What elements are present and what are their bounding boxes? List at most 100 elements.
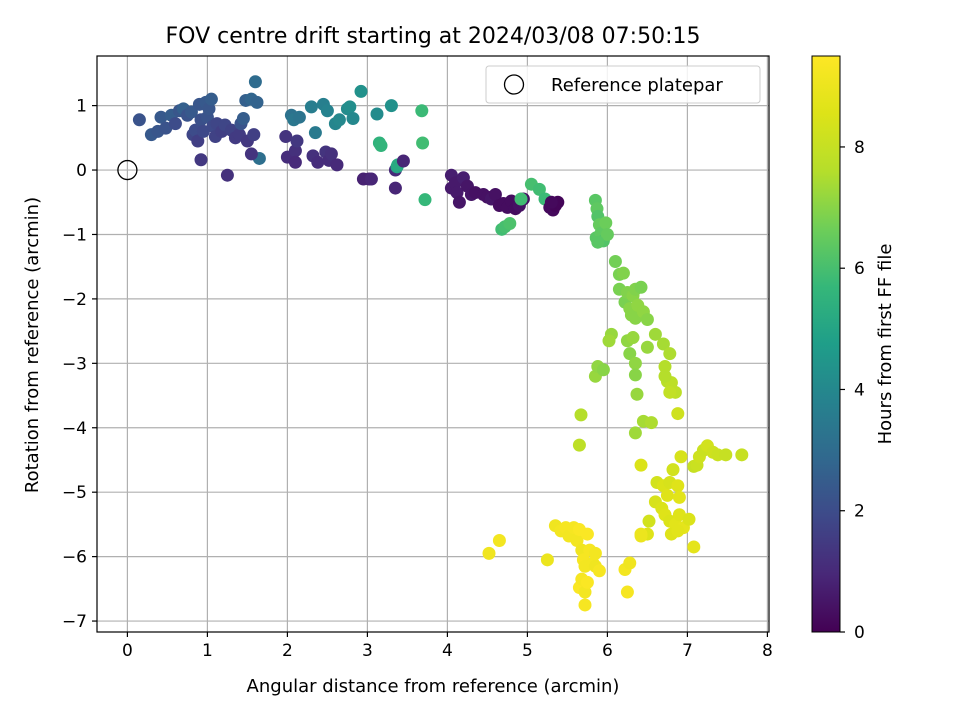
data-point bbox=[634, 529, 648, 543]
colorbar-tick-label: 0 bbox=[854, 623, 865, 643]
data-point bbox=[628, 356, 642, 370]
data-point bbox=[682, 512, 696, 526]
data-point bbox=[194, 153, 208, 167]
chart-title: FOV centre drift starting at 2024/03/08 … bbox=[166, 24, 701, 49]
x-axis-label: Angular distance from reference (arcmin) bbox=[247, 676, 620, 697]
x-tick-label: 4 bbox=[442, 641, 453, 661]
reference-platepar-marker bbox=[117, 159, 138, 181]
data-point bbox=[290, 134, 304, 148]
data-point bbox=[288, 155, 302, 169]
data-point bbox=[648, 327, 662, 341]
x-tick-label: 8 bbox=[762, 641, 773, 661]
x-tick-label: 1 bbox=[202, 641, 213, 661]
data-point bbox=[640, 340, 654, 354]
data-point bbox=[663, 385, 677, 399]
data-point bbox=[482, 546, 496, 560]
plot-frame bbox=[96, 55, 770, 633]
data-point bbox=[666, 463, 680, 477]
data-point bbox=[600, 227, 614, 241]
data-point bbox=[220, 168, 234, 182]
data-point bbox=[332, 113, 346, 127]
legend: Reference platepar bbox=[485, 65, 761, 104]
data-point bbox=[671, 479, 685, 493]
data-point bbox=[719, 448, 733, 462]
data-point bbox=[416, 136, 430, 150]
data-point bbox=[154, 110, 168, 124]
data-point bbox=[540, 553, 554, 567]
data-point bbox=[660, 488, 674, 502]
data-point bbox=[578, 598, 592, 612]
data-point bbox=[184, 105, 198, 119]
data-point bbox=[580, 527, 594, 541]
data-point bbox=[452, 195, 466, 209]
y-tick-label: −3 bbox=[62, 354, 87, 374]
data-point bbox=[308, 126, 322, 140]
colorbar-label: Hours from first FF file bbox=[875, 244, 896, 445]
data-point bbox=[630, 387, 644, 401]
data-point bbox=[580, 575, 594, 589]
data-points bbox=[117, 75, 749, 612]
data-point bbox=[320, 104, 334, 118]
data-point bbox=[354, 84, 368, 98]
data-point bbox=[616, 266, 630, 280]
data-point bbox=[574, 408, 588, 422]
data-point bbox=[642, 514, 656, 528]
data-point bbox=[204, 92, 218, 106]
data-point bbox=[620, 585, 634, 599]
data-point bbox=[640, 313, 654, 327]
x-ticks: 0 1 2 3 4 5 6 7 8 bbox=[122, 632, 773, 661]
legend-marker-reference bbox=[503, 74, 525, 95]
colorbar-tick-label: 8 bbox=[854, 138, 865, 158]
data-point bbox=[514, 192, 528, 206]
data-point bbox=[628, 426, 642, 440]
data-point bbox=[132, 113, 146, 127]
data-point bbox=[279, 130, 293, 144]
colorbar-tick-label: 4 bbox=[854, 380, 865, 400]
data-point bbox=[644, 416, 658, 430]
data-point bbox=[415, 104, 429, 118]
y-tick-label: −7 bbox=[62, 612, 87, 632]
data-point bbox=[168, 117, 182, 131]
colorbar-tick-label: 6 bbox=[854, 259, 865, 279]
data-point bbox=[492, 534, 506, 548]
y-tick-label: 0 bbox=[76, 161, 87, 181]
data-point bbox=[418, 193, 432, 207]
data-point bbox=[370, 107, 384, 121]
data-point bbox=[244, 147, 258, 161]
data-point bbox=[396, 154, 410, 168]
y-tick-label: −1 bbox=[62, 225, 87, 245]
data-point bbox=[247, 128, 261, 142]
data-point bbox=[288, 144, 302, 158]
data-point bbox=[599, 216, 613, 230]
data-point bbox=[343, 100, 357, 114]
data-point bbox=[532, 182, 546, 196]
data-point bbox=[488, 188, 502, 202]
data-point bbox=[687, 540, 701, 554]
data-point bbox=[374, 139, 388, 153]
data-point bbox=[674, 450, 688, 464]
data-point bbox=[384, 99, 398, 113]
x-tick-label: 2 bbox=[282, 641, 293, 661]
x-tick-label: 0 bbox=[122, 641, 133, 661]
data-point bbox=[236, 111, 250, 125]
colorbar-tick-label: 2 bbox=[854, 502, 865, 522]
x-tick-label: 6 bbox=[602, 641, 613, 661]
data-point bbox=[628, 368, 642, 382]
x-tick-label: 7 bbox=[682, 641, 693, 661]
data-point bbox=[191, 134, 205, 148]
data-point bbox=[658, 369, 672, 383]
data-point bbox=[330, 158, 344, 172]
data-point bbox=[588, 546, 602, 560]
y-tick-label: −4 bbox=[62, 419, 87, 439]
y-tick-label: −5 bbox=[62, 483, 87, 503]
data-point bbox=[570, 534, 584, 548]
data-point bbox=[572, 438, 586, 452]
x-tick-label: 5 bbox=[522, 641, 533, 661]
y-tick-label: −2 bbox=[62, 290, 87, 310]
data-point bbox=[608, 255, 622, 269]
data-point bbox=[735, 448, 749, 462]
data-point bbox=[656, 337, 670, 351]
legend-box bbox=[485, 65, 761, 104]
